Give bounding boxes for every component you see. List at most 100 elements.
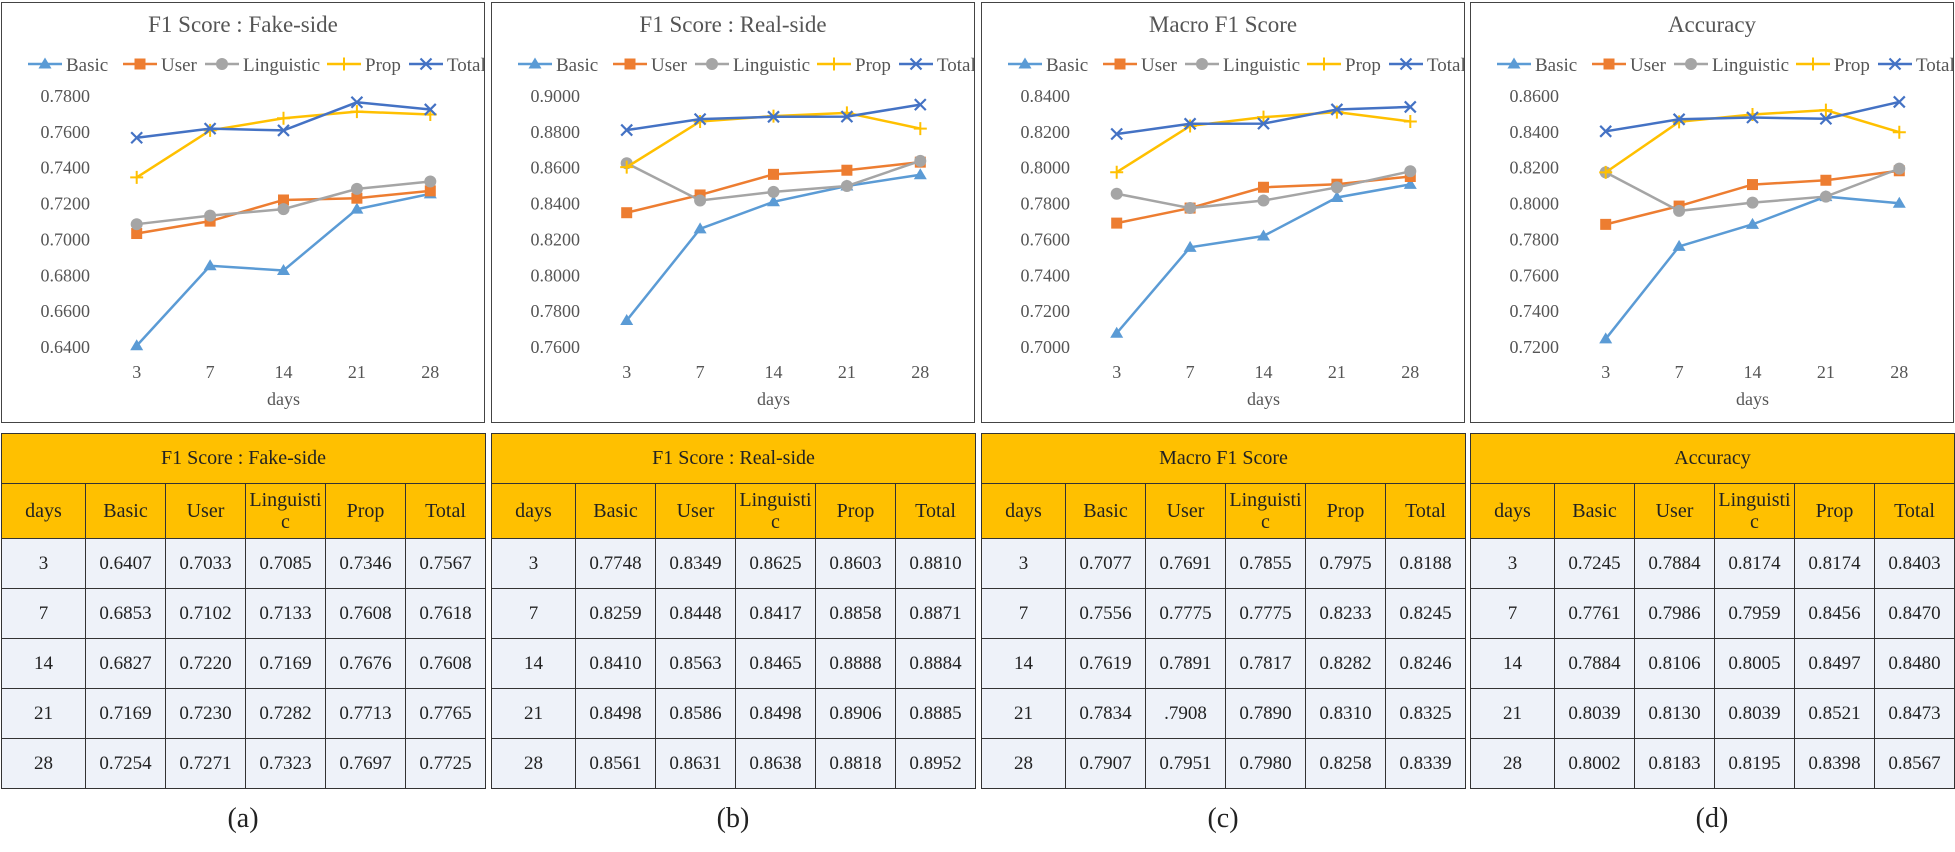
data-point-linguistic [1330,181,1343,194]
legend-label: Prop [365,55,401,76]
legend-label: User [161,55,198,76]
legend-label: Basic [556,55,598,76]
data-point-prop [1110,165,1124,179]
value-cell: 0.7618 [404,588,487,639]
legend-item: User [123,55,198,76]
line-chart-macro-f1: Macro F1 Score Basic User Linguistic Prop Tot… [1008,12,1464,409]
legend-marker-icon [1806,57,1820,71]
data-point-linguistic [1746,196,1759,209]
value-cell: 0.8233 [1305,588,1386,639]
value-cell: 0.8282 [1305,638,1386,689]
column-header-prop: Prop [1794,483,1875,539]
data-point-total [1893,95,1906,109]
data-point-basic [1892,196,1906,208]
x-tick-label: 21 [1817,362,1835,382]
y-tick-label: 0.6600 [41,301,91,321]
y-tick-label: 0.7000 [41,229,91,249]
x-tick-label: 14 [1255,362,1273,382]
data-point-linguistic [1673,204,1686,217]
legend-marker-icon [1888,57,1902,71]
value-cell: 0.7346 [325,538,406,589]
day-cell: 3 [981,538,1066,589]
value-cell: 0.8498 [735,688,816,739]
table-row: 21 0.7169 0.7230 0.7282 0.7713 0.7765 [1,688,487,739]
day-cell: 21 [491,688,576,739]
value-cell: 0.7085 [245,538,326,589]
value-cell: 0.6407 [85,538,166,589]
x-axis-label: days [757,389,790,409]
x-tick-label: 3 [132,362,141,382]
legend-item: Total [899,55,974,76]
value-cell: 0.8310 [1305,688,1386,739]
data-point-linguistic [914,154,927,167]
table-row: 7 0.7556 0.7775 0.7775 0.8233 0.8245 [981,588,1467,639]
data-point-basic [277,263,290,275]
day-cell: 14 [981,638,1066,689]
table-row: 21 0.8498 0.8586 0.8498 0.8906 0.8885 [491,688,977,739]
y-tick-label: 0.7600 [1021,229,1071,249]
chart-title: F1 Score : Real-side [639,12,826,37]
data-point-user [841,164,853,176]
value-cell: 0.7907 [1065,738,1146,789]
y-tick-label: 0.7200 [1021,301,1071,321]
data-point-basic [1672,239,1686,251]
x-tick-label: 21 [1328,362,1346,382]
x-tick-label: 21 [348,362,366,382]
value-cell: 0.7169 [85,688,166,739]
value-cell: 0.7975 [1305,538,1386,589]
column-header-total: Total [894,483,977,539]
value-cell: 0.7245 [1554,538,1635,589]
value-cell: .7908 [1145,688,1226,739]
data-point-prop [350,105,364,119]
day-cell: 21 [981,688,1066,739]
legend-item: Prop [327,55,401,76]
data-point-total [620,123,633,137]
results-table: Accuracy days Basic User Linguistic Prop… [1470,433,1955,789]
value-cell: 0.7254 [85,738,166,789]
value-cell: 0.7220 [165,638,246,689]
value-cell: 0.8603 [815,538,896,589]
value-cell: 0.8625 [735,538,816,589]
value-cell: 0.7890 [1225,688,1306,739]
chart-title: Macro F1 Score [1149,12,1297,37]
legend-label: Linguistic [243,55,320,76]
legend-marker-icon [1507,57,1521,69]
y-tick-label: 0.8200 [1510,158,1560,178]
data-point-basic [1330,190,1344,202]
y-tick-label: 0.7600 [1510,265,1560,285]
data-point-basic [620,313,634,325]
legend-label: Total [447,55,484,76]
data-point-linguistic [840,180,853,193]
y-tick-label: 0.8800 [531,122,581,142]
results-table: F1 Score : Real-side days Basic User Lin… [490,433,977,789]
value-cell: 0.7133 [245,588,326,639]
data-point-user [1820,174,1832,186]
data-point-total [1257,117,1270,130]
table-row: 7 0.6853 0.7102 0.7133 0.7608 0.7618 [1,588,487,639]
column-header-linguistic: Linguistic [1714,483,1795,539]
y-tick-label: 0.7400 [1510,301,1560,321]
legend-marker-icon [38,57,52,69]
value-cell: 0.8174 [1794,538,1875,589]
value-cell: 0.7725 [404,738,487,789]
data-point-total [1330,103,1344,116]
data-point-linguistic [424,175,437,188]
legend-item: Basic [1008,55,1088,76]
legend-label: Basic [1046,55,1088,76]
table-row: 28 0.7254 0.7271 0.7323 0.7697 0.7725 [1,738,487,789]
value-cell: 0.8410 [575,638,656,689]
x-tick-label: 14 [1744,362,1762,382]
column-header-days: days [981,483,1066,539]
data-point-linguistic [204,209,217,222]
data-point-user [351,192,363,204]
x-tick-label: 14 [275,362,293,382]
value-cell: 0.8258 [1305,738,1386,789]
x-tick-label: 28 [1401,362,1419,382]
value-cell: 0.8818 [815,738,896,789]
table-row: 3 0.7245 0.7884 0.8174 0.8174 0.8403 [1470,538,1955,589]
value-cell: 0.7980 [1225,738,1306,789]
legend-label: Prop [1345,55,1381,76]
results-table: F1 Score : Fake-side days Basic User Lin… [0,433,487,789]
value-cell: 0.8631 [655,738,736,789]
value-cell: 0.8561 [575,738,656,789]
